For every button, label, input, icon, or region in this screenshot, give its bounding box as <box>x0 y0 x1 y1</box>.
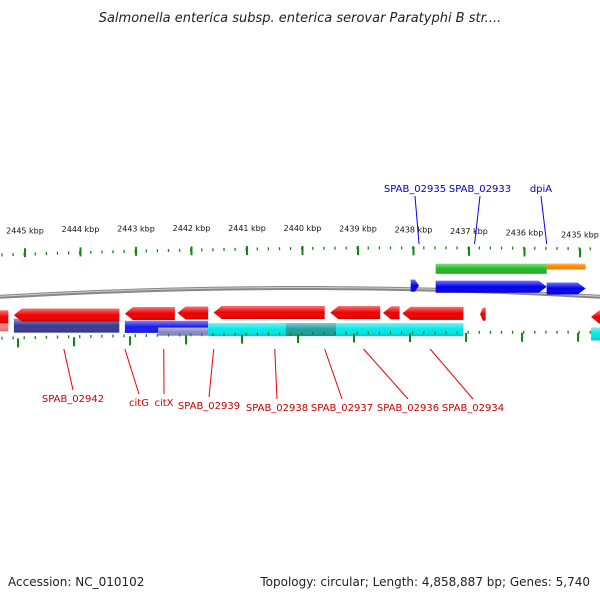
label-leader-line <box>324 348 343 400</box>
feature-shading <box>13 318 120 333</box>
label-leader-line <box>474 195 481 245</box>
gene-label: SPAB_02936 <box>377 403 439 414</box>
feature-shading <box>213 306 325 320</box>
feature-shading <box>435 280 547 293</box>
kbp-tick-label: 2445 kbp <box>6 226 44 235</box>
label-leader-line <box>414 195 420 245</box>
minor-ticks-bottom <box>1 330 591 348</box>
label-leader-line <box>274 348 278 400</box>
kbp-tick-label: 2435 kbp <box>561 231 599 240</box>
gene-label: SPAB_02935 <box>384 184 446 195</box>
gene-label: SPAB_02933 <box>449 184 511 195</box>
forward-strand-features <box>410 263 586 295</box>
gene-label: SPAB_02938 <box>246 403 308 414</box>
feature-shading <box>591 310 600 324</box>
feature-shading <box>480 307 486 321</box>
feature-shading <box>546 263 586 270</box>
feature-shading <box>158 327 209 336</box>
feature-shading <box>591 327 600 341</box>
reverse-gene-labels: SPAB_02942 citG citX SPAB_02939 SPAB_02938 SP… <box>42 348 504 414</box>
kbp-tick-label: 2440 kbp <box>284 224 322 233</box>
kbp-tick-label: 2438 kbp <box>395 226 433 235</box>
label-leader-line <box>124 348 140 395</box>
forward-gene-labels: SPAB_02935 SPAB_02933 dpiA <box>384 184 552 245</box>
label-leader-line <box>63 348 74 391</box>
gene-label: citG <box>129 398 149 409</box>
feature-shading <box>410 279 420 292</box>
kbp-tick-label: 2437 kbp <box>450 227 488 236</box>
kbp-tick-label: 2439 kbp <box>339 225 377 234</box>
minor-ticks-top <box>1 246 591 257</box>
kbp-tick-label: 2443 kbp <box>117 224 155 233</box>
gene-label: citX <box>154 398 173 409</box>
feature-shading <box>435 263 547 274</box>
feature-shading <box>124 307 175 321</box>
feature-shading <box>546 282 586 295</box>
kbp-tick-label: 2441 kbp <box>228 224 266 233</box>
feature-shading <box>177 306 209 320</box>
label-leader-line <box>363 348 409 400</box>
label-leader-line <box>540 195 548 245</box>
map-title: Salmonella enterica subsp. enterica sero… <box>99 11 502 26</box>
gene-label: SPAB_02942 <box>42 394 104 405</box>
feature-shading <box>285 323 336 337</box>
kbp-tick-label: 2444 kbp <box>62 225 100 234</box>
gene-label: dpiA <box>530 184 552 195</box>
kbp-ruler: 2445 kbp 2444 kbp 2443 kbp 2442 kbp 2441 kbp… <box>6 224 599 258</box>
label-leader-line <box>429 348 474 400</box>
kbp-tick-label: 2442 kbp <box>173 224 211 233</box>
gene-label: SPAB_02939 <box>178 401 240 412</box>
accession-text: Accession: NC_010102 <box>8 575 144 589</box>
feature-shading <box>13 308 120 322</box>
feature-shading <box>382 306 400 320</box>
feature-shading <box>330 306 381 320</box>
gene-label: SPAB_02937 <box>311 403 373 414</box>
feature-shading <box>0 310 9 324</box>
label-leader-line <box>208 348 215 398</box>
genome-summary-text: Topology: circular; Length: 4,858,887 bp… <box>259 575 590 589</box>
gene-label: SPAB_02934 <box>442 403 504 414</box>
kbp-tick-label: 2436 kbp <box>506 229 544 238</box>
reverse-strand-features <box>0 306 600 341</box>
feature-shading <box>402 306 464 320</box>
